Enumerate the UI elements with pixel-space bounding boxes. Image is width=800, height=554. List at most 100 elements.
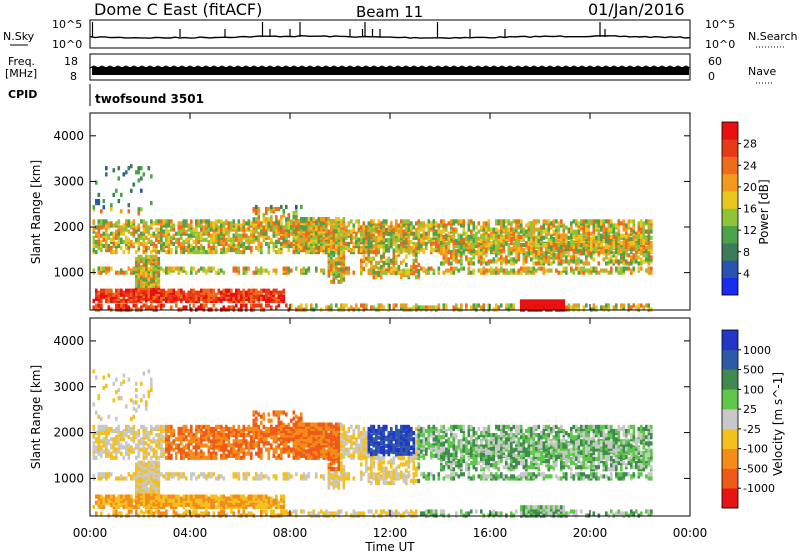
power-cell <box>392 266 396 271</box>
power-cell <box>127 305 131 310</box>
power-cell <box>105 219 108 224</box>
power-cell <box>617 270 621 275</box>
power-cell <box>140 265 143 270</box>
power-cell <box>220 248 223 253</box>
power-cell <box>570 266 573 271</box>
power-cell <box>212 288 216 293</box>
power-cell <box>487 223 491 228</box>
velocity-cell <box>137 439 141 444</box>
power-cell <box>107 243 111 249</box>
velocity-cell <box>100 424 103 429</box>
power-cell <box>530 231 533 236</box>
power-cell <box>540 236 543 241</box>
power-cell <box>332 237 336 242</box>
power-cell <box>360 258 363 263</box>
velocity-cell <box>117 437 121 442</box>
power-cell <box>155 243 158 249</box>
power-cell <box>170 225 173 230</box>
power-cell <box>300 204 303 210</box>
power-cell <box>575 219 578 224</box>
power-cell <box>265 288 268 293</box>
velocity-cell <box>177 447 181 452</box>
power-cell <box>162 248 166 253</box>
power-cell <box>570 240 573 246</box>
power-cell <box>190 243 193 249</box>
power-cell <box>647 253 651 258</box>
velocity-cell <box>180 431 183 436</box>
power-cell <box>115 188 118 193</box>
power-cell <box>647 231 651 236</box>
power-cell <box>207 227 211 232</box>
velocity-cell <box>105 433 108 438</box>
power-cell <box>185 231 188 236</box>
power-cell <box>495 245 498 250</box>
power-cell <box>287 213 291 218</box>
power-cell <box>177 225 181 230</box>
power-cell <box>257 303 261 308</box>
velocity-cell <box>132 424 136 429</box>
power-cell <box>417 225 421 230</box>
power-cell <box>120 237 123 242</box>
velocity-cell <box>215 424 218 429</box>
power-cell <box>230 237 233 242</box>
power-cell <box>407 269 411 274</box>
power-cell <box>220 231 223 236</box>
power-cell <box>602 231 606 236</box>
power-cell <box>332 231 336 236</box>
velocity-cell <box>202 431 206 436</box>
power-cell <box>360 245 363 251</box>
power-cell <box>550 268 553 273</box>
power-cell <box>550 221 553 226</box>
power-cell <box>567 303 571 308</box>
power-cell <box>135 237 138 242</box>
power-colorbar-tick-label: 20 <box>743 181 757 194</box>
power-cell <box>450 270 453 275</box>
power-cell <box>182 239 186 244</box>
velocity-cell <box>110 426 113 432</box>
power-colorbar-tick-label: 28 <box>743 138 757 151</box>
power-cell <box>482 257 486 262</box>
frequency-label: Freq. <box>8 55 35 68</box>
power-cell <box>370 227 373 233</box>
power-cell <box>145 254 148 259</box>
power-cell <box>575 247 578 252</box>
power-cell <box>302 241 306 246</box>
power-cell <box>147 166 151 171</box>
velocity-cell <box>165 424 168 429</box>
power-cell <box>115 229 118 234</box>
power-cell <box>627 303 631 308</box>
power-cell <box>312 237 316 242</box>
power-cell <box>245 290 248 295</box>
power-cell <box>480 234 483 239</box>
power-cell <box>232 305 236 310</box>
power-cell <box>330 253 333 258</box>
power-cell <box>372 243 376 249</box>
power-cell <box>500 225 503 230</box>
power-cell <box>300 237 303 242</box>
power-cell <box>412 231 416 236</box>
power-cell <box>192 296 196 301</box>
power-cell <box>422 221 426 226</box>
power-cell <box>130 288 133 293</box>
power-cell <box>595 243 598 248</box>
power-cell <box>215 227 218 232</box>
velocity-cell <box>197 437 201 442</box>
power-cell <box>432 248 436 253</box>
power-cell <box>297 221 301 226</box>
power-cell <box>122 270 126 275</box>
power-cell <box>440 229 443 234</box>
power-cell <box>190 219 193 224</box>
power-cell <box>290 268 293 273</box>
power-cell <box>497 305 501 310</box>
power-cell <box>282 225 286 230</box>
velocity-cell <box>177 443 181 448</box>
power-cell <box>225 241 228 246</box>
power-colorbar-swatch <box>722 156 738 175</box>
power-cell <box>125 219 128 224</box>
power-cell <box>305 221 308 226</box>
velocity-cell <box>162 451 166 456</box>
velocity-cell <box>137 443 141 448</box>
date-title: 01/Jan/2016 <box>588 0 685 19</box>
power-cell <box>482 231 486 236</box>
power-cell <box>467 245 471 250</box>
